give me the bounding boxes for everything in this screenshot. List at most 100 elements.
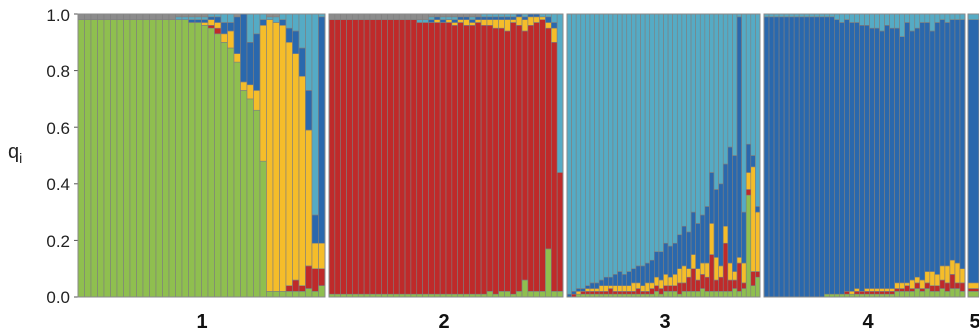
- bar-segment-pop4-ind15-k4: [834, 19, 840, 295]
- bar-segment-pop1-ind31-k3: [272, 22, 280, 292]
- bar-segment-pop1-ind20-k3: [201, 22, 209, 26]
- bar-segment-pop1-ind21-k3: [207, 19, 215, 26]
- bar-segment-pop4-ind33-k3: [924, 271, 931, 284]
- bar-segment-pop1-ind19-k5: [194, 16, 202, 20]
- bar-segment-pop4-ind33-k4: [924, 22, 931, 272]
- bar-segment-pop3-ind11-k2: [612, 291, 618, 295]
- bar-segment-pop1-ind36-k3: [305, 129, 313, 267]
- bar-segment-pop3-ind28-k5: [690, 13, 696, 213]
- bar-segment-pop5-ind1-k4: [967, 19, 979, 284]
- bar-segment-pop2-ind29-k2: [492, 27, 499, 295]
- bar-segment-pop4-ind35-k1: [934, 291, 941, 298]
- bar-segment-pop2-ind22-k3: [451, 22, 459, 26]
- bar-segment-pop3-ind9-k5: [603, 13, 609, 278]
- bar-segment-pop3-ind9-k2: [603, 291, 609, 295]
- bar-segment-pop3-ind3-k5: [575, 13, 582, 289]
- y-tick-label-0-4: 0.4: [46, 175, 70, 194]
- bar-segment-pop5-ind1-k1: [967, 291, 979, 298]
- bar-segment-pop2-ind33-k1: [515, 291, 523, 298]
- bar-segment-pop3-ind26-k3: [681, 265, 687, 284]
- bar-segment-pop4-ind33-k2: [924, 282, 931, 289]
- bar-segment-pop4-ind9-k4: [803, 16, 810, 298]
- bar-segment-pop4-ind31-k3: [914, 276, 921, 284]
- bar-segment-pop1-ind35-k4: [298, 47, 306, 77]
- bar-segment-pop3-ind29-k5: [695, 13, 701, 224]
- bar-segment-pop1-ind30-k5: [266, 16, 274, 20]
- bar-segment-pop3-ind39-k5: [741, 13, 747, 213]
- bar-segment-pop3-ind11-k3: [612, 285, 618, 292]
- bar-segment-pop1-ind23-k4: [220, 22, 228, 35]
- bar-segment-pop4-ind27-k4: [894, 27, 900, 284]
- bar-segment-pop4-ind30-k4: [909, 30, 916, 281]
- bar-segment-pop3-ind5-k5: [585, 13, 591, 286]
- bar-segment-pop3-ind16-k5: [635, 13, 641, 267]
- bar-segment-pop2-ind24-k2: [463, 25, 470, 295]
- bar-segment-pop4-ind28-k4: [899, 36, 905, 284]
- bar-segment-pop4-ind3-k4: [773, 16, 780, 298]
- bar-segment-pop3-ind40-k3: [745, 172, 752, 190]
- bar-segment-pop1-ind12-k1: [149, 19, 157, 298]
- bar-segment-pop3-ind26-k5: [681, 13, 687, 227]
- bar-segment-pop3-ind11-k5: [612, 13, 618, 275]
- bar-segment-pop4-ind21-k3: [864, 288, 870, 292]
- bar-segment-pop2-ind39-k1: [550, 291, 558, 298]
- population-label-2: 2: [438, 311, 449, 333]
- bar-segment-pop4-ind29-k4: [904, 22, 911, 284]
- bar-segment-pop4-ind22-k5: [869, 13, 875, 29]
- bar-segment-pop3-ind41-k5: [750, 13, 756, 156]
- bar-segment-pop3-ind35-k3: [722, 225, 729, 244]
- bar-segment-pop1-ind24-k3: [227, 30, 235, 49]
- bar-segment-pop1-ind15-k1: [168, 19, 176, 298]
- bar-segment-pop4-ind35-k5: [934, 13, 941, 23]
- bar-segment-pop2-ind6-k6: [357, 13, 365, 20]
- bar-segment-pop3-ind24-k2: [672, 285, 678, 292]
- bar-segment-pop3-ind34-k5: [718, 13, 724, 185]
- bar-segment-pop4-ind18-k4: [849, 22, 855, 292]
- panel-frame-4: [763, 13, 966, 298]
- bar-segment-pop3-ind23-k5: [667, 13, 673, 247]
- bar-segment-pop4-ind20-k4: [859, 25, 865, 292]
- bar-segment-pop3-ind10-k3: [608, 285, 614, 289]
- bar-segment-pop2-ind13-k2: [398, 19, 406, 295]
- bar-segment-pop1-ind10-k6: [136, 13, 144, 20]
- bar-segment-pop1-ind27-k3: [246, 84, 254, 100]
- bar-segment-pop1-ind2-k1: [84, 19, 92, 298]
- bar-segment-pop3-ind30-k5: [699, 13, 706, 216]
- bar-segment-pop4-ind40-k1: [959, 291, 966, 298]
- bar-segment-pop3-ind33-k1: [713, 291, 719, 298]
- bar-segment-pop1-ind34-k2: [292, 279, 300, 292]
- bar-segment-pop1-ind33-k4: [285, 27, 293, 43]
- bar-segment-pop1-ind38-k2: [318, 268, 326, 286]
- bar-segment-pop4-ind39-k1: [954, 288, 961, 298]
- bar-segment-pop2-ind6-k2: [357, 19, 365, 295]
- bar-segment-pop2-ind28-k3: [486, 19, 494, 26]
- bar-segment-pop2-ind9-k2: [375, 19, 382, 295]
- bar-segment-pop4-ind27-k5: [894, 13, 900, 29]
- bar-segment-pop1-ind19-k4: [194, 19, 202, 23]
- bar-segment-pop2-ind34-k3: [521, 19, 529, 32]
- bar-segment-pop4-ind34-k2: [929, 285, 936, 292]
- bar-segment-pop4-ind30-k3: [909, 279, 916, 289]
- bar-segment-pop1-ind37-k2: [311, 268, 319, 292]
- bar-segment-pop3-ind24-k3: [672, 274, 678, 286]
- bar-segment-pop1-ind20-k1: [201, 25, 209, 298]
- bar-segment-pop2-ind19-k2: [433, 22, 441, 295]
- bar-segment-pop2-ind25-k3: [469, 22, 476, 26]
- bar-segment-pop3-ind29-k3: [695, 268, 701, 281]
- bar-segment-pop2-ind17-k6: [422, 13, 429, 20]
- bar-segment-pop1-ind4-k6: [97, 13, 105, 20]
- y-tick-label-1-0: 1.0: [46, 6, 70, 25]
- bar-segment-pop2-ind1-k6: [328, 13, 336, 20]
- bar-segment-pop4-ind29-k1: [904, 291, 911, 298]
- bar-segment-pop4-ind16-k5: [839, 13, 845, 23]
- bar-segment-pop4-ind19-k4: [854, 22, 860, 289]
- bar-segment-pop3-ind14-k3: [626, 285, 632, 292]
- bar-segment-pop3-ind36-k1: [727, 291, 733, 298]
- bar-segment-pop1-ind4-k1: [97, 19, 105, 298]
- bar-segment-pop3-ind15-k2: [631, 291, 637, 295]
- bar-segment-pop4-ind35-k2: [934, 285, 941, 292]
- bar-segment-pop3-ind20-k3: [654, 276, 660, 286]
- bar-segment-pop3-ind14-k4: [626, 271, 632, 286]
- bar-segment-pop4-ind14-k4: [829, 16, 835, 295]
- bar-segment-pop1-ind35-k2: [298, 285, 306, 292]
